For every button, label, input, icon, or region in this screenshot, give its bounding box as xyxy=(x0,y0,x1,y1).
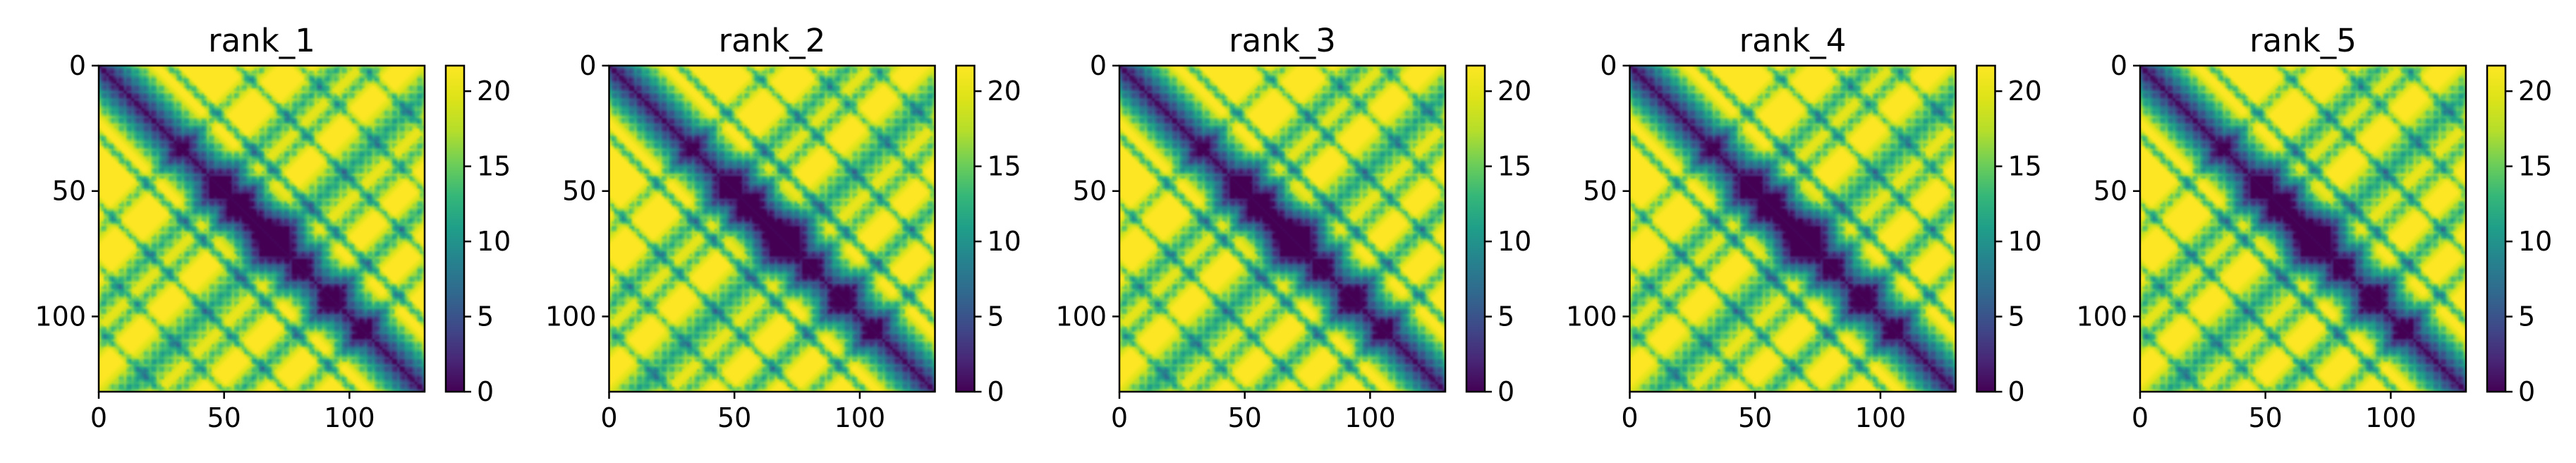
y-tick-label: 50 xyxy=(562,176,596,207)
x-tick-label: 0 xyxy=(600,402,617,433)
colorbar-tick-label: 10 xyxy=(1497,226,1531,257)
plot-frame xyxy=(2139,64,2467,393)
colorbar-tick-label: 20 xyxy=(1497,76,1531,107)
panel-title: rank_3 xyxy=(1229,22,1336,59)
colorbar xyxy=(446,66,464,392)
heatmap-image xyxy=(1629,66,1956,392)
colorbar-tick-label: 5 xyxy=(2008,301,2025,332)
colorbar-tick-label: 0 xyxy=(477,376,494,407)
heatmap-image xyxy=(2140,66,2466,392)
colorbar-tick-label: 20 xyxy=(988,76,1021,107)
colorbar xyxy=(1466,66,1485,392)
x-tick-label: 50 xyxy=(207,402,241,433)
x-tick-label: 100 xyxy=(1344,402,1396,433)
y-tick-label: 100 xyxy=(1055,301,1107,332)
y-tick-label: 0 xyxy=(69,50,86,81)
x-tick-label: 50 xyxy=(2249,402,2283,433)
y-tick-label: 100 xyxy=(545,301,597,332)
x-tick-label: 0 xyxy=(1621,402,1638,433)
colorbar-frame xyxy=(2486,64,2507,393)
panel-rank_5: rank_5 0 50 100 0 50 100 0 5 10 15 20 xyxy=(2076,22,2552,433)
panel-title: rank_4 xyxy=(1739,22,1847,59)
x-tick-label: 100 xyxy=(2365,402,2417,433)
colorbar-tick-label: 0 xyxy=(988,376,1004,407)
colorbar-frame xyxy=(955,64,976,393)
x-tick-label: 100 xyxy=(834,402,886,433)
colorbar-tick-label: 20 xyxy=(477,76,511,107)
panel-rank_1: rank_1 0 50 100 0 50 100 0 5 10 15 20 xyxy=(35,22,511,433)
heatmap-image xyxy=(1119,66,1445,392)
colorbar xyxy=(956,66,975,392)
y-tick-label: 0 xyxy=(579,50,596,81)
colorbar-frame xyxy=(1465,64,1486,393)
x-tick-label: 0 xyxy=(90,402,107,433)
y-tick-label: 50 xyxy=(2094,176,2127,207)
y-tick-label: 100 xyxy=(1566,301,1617,332)
y-tick-label: 50 xyxy=(52,176,86,207)
colorbar-tick-label: 15 xyxy=(2008,151,2042,182)
colorbar-tick-label: 5 xyxy=(2518,301,2535,332)
x-tick-label: 50 xyxy=(1738,402,1772,433)
colorbar-tick-label: 5 xyxy=(1497,301,1514,332)
colorbar-tick-label: 15 xyxy=(2518,151,2552,182)
colorbar-tick-label: 20 xyxy=(2518,76,2552,107)
plot-frame xyxy=(608,64,936,393)
colorbar-tick-label: 10 xyxy=(988,226,1021,257)
x-tick-label: 100 xyxy=(1855,402,1907,433)
panel-rank_2: rank_2 0 50 100 0 50 100 0 5 10 15 20 xyxy=(545,22,1021,433)
y-tick-label: 50 xyxy=(1583,176,1617,207)
x-tick-label: 0 xyxy=(2132,402,2149,433)
y-tick-label: 100 xyxy=(2076,301,2127,332)
colorbar-tick-label: 20 xyxy=(2008,76,2042,107)
panel-rank_3: rank_3 0 50 100 0 50 100 0 5 10 15 20 xyxy=(1055,22,1531,433)
panel-title: rank_5 xyxy=(2249,22,2357,59)
plot-frame xyxy=(1629,64,1957,393)
colorbar-tick-label: 5 xyxy=(988,301,1004,332)
y-tick-label: 0 xyxy=(1600,50,1617,81)
colorbar-tick-label: 10 xyxy=(2008,226,2042,257)
y-tick-label: 0 xyxy=(1090,50,1107,81)
colorbar-tick-label: 15 xyxy=(477,151,511,182)
colorbar xyxy=(1976,66,1995,392)
panel-rank_4: rank_4 0 50 100 0 50 100 0 5 10 15 20 xyxy=(1566,22,2042,433)
y-tick-label: 100 xyxy=(35,301,86,332)
plot-frame xyxy=(97,64,426,393)
colorbar-tick-label: 10 xyxy=(477,226,511,257)
heatmap-image xyxy=(99,66,425,392)
heatmap-image xyxy=(609,66,935,392)
colorbar-tick-label: 15 xyxy=(988,151,1021,182)
colorbar-tick-label: 5 xyxy=(477,301,494,332)
colorbar-frame xyxy=(1976,64,1996,393)
colorbar-tick-label: 0 xyxy=(2008,376,2025,407)
y-tick-label: 0 xyxy=(2110,50,2127,81)
y-tick-label: 50 xyxy=(1073,176,1107,207)
x-tick-label: 0 xyxy=(1111,402,1128,433)
panel-title: rank_2 xyxy=(719,22,826,59)
panel-title: rank_1 xyxy=(208,22,315,59)
x-tick-label: 50 xyxy=(717,402,751,433)
colorbar-tick-label: 0 xyxy=(2518,376,2535,407)
colorbar-frame xyxy=(444,64,466,393)
colorbar-tick-label: 15 xyxy=(1497,151,1531,182)
x-tick-label: 100 xyxy=(324,402,375,433)
colorbar xyxy=(2487,66,2505,392)
colorbar-tick-label: 0 xyxy=(1497,376,1514,407)
plot-frame xyxy=(1118,64,1447,393)
colorbar-tick-label: 10 xyxy=(2518,226,2552,257)
x-tick-label: 50 xyxy=(1228,402,1262,433)
